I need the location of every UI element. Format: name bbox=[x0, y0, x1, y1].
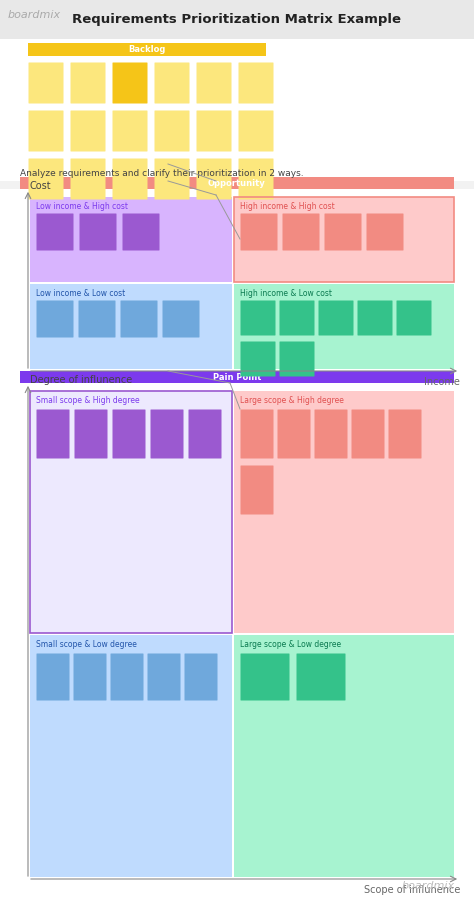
FancyBboxPatch shape bbox=[155, 63, 190, 103]
FancyBboxPatch shape bbox=[325, 213, 362, 251]
FancyBboxPatch shape bbox=[155, 111, 190, 152]
FancyBboxPatch shape bbox=[396, 300, 431, 335]
FancyBboxPatch shape bbox=[240, 213, 277, 251]
FancyBboxPatch shape bbox=[240, 466, 273, 514]
Text: Low income & High cost: Low income & High cost bbox=[36, 202, 128, 211]
FancyBboxPatch shape bbox=[163, 300, 200, 337]
FancyBboxPatch shape bbox=[112, 158, 147, 200]
Bar bbox=[0, 383, 474, 899]
Text: Backlog: Backlog bbox=[128, 45, 166, 54]
FancyBboxPatch shape bbox=[147, 654, 181, 700]
FancyBboxPatch shape bbox=[151, 410, 183, 458]
FancyBboxPatch shape bbox=[79, 300, 116, 337]
FancyBboxPatch shape bbox=[74, 410, 108, 458]
FancyBboxPatch shape bbox=[315, 410, 347, 458]
Bar bbox=[30, 391, 232, 633]
FancyBboxPatch shape bbox=[238, 63, 273, 103]
Bar bbox=[234, 391, 454, 633]
FancyBboxPatch shape bbox=[28, 63, 64, 103]
Bar bbox=[0, 189, 474, 379]
FancyBboxPatch shape bbox=[155, 158, 190, 200]
FancyBboxPatch shape bbox=[389, 410, 421, 458]
FancyBboxPatch shape bbox=[319, 300, 354, 335]
Text: Low income & Low cost: Low income & Low cost bbox=[36, 289, 125, 298]
FancyBboxPatch shape bbox=[112, 410, 146, 458]
FancyBboxPatch shape bbox=[28, 111, 64, 152]
Bar bbox=[30, 391, 232, 633]
FancyBboxPatch shape bbox=[280, 300, 315, 335]
Text: Large scope & Low degree: Large scope & Low degree bbox=[240, 640, 341, 649]
Bar bbox=[30, 284, 232, 369]
Bar bbox=[30, 635, 232, 877]
FancyBboxPatch shape bbox=[277, 410, 310, 458]
FancyBboxPatch shape bbox=[71, 158, 106, 200]
Text: Income: Income bbox=[424, 377, 460, 387]
Text: Requirements Prioritization Matrix Example: Requirements Prioritization Matrix Examp… bbox=[73, 13, 401, 26]
FancyBboxPatch shape bbox=[122, 213, 159, 251]
FancyBboxPatch shape bbox=[238, 111, 273, 152]
FancyBboxPatch shape bbox=[36, 410, 70, 458]
Text: boardmix: boardmix bbox=[402, 881, 455, 891]
Bar bbox=[0, 0, 474, 39]
Bar bbox=[0, 374, 474, 384]
FancyBboxPatch shape bbox=[240, 654, 290, 700]
FancyBboxPatch shape bbox=[240, 300, 275, 335]
FancyBboxPatch shape bbox=[238, 158, 273, 200]
Text: Small scope & High degree: Small scope & High degree bbox=[36, 396, 140, 405]
Text: Pain Point: Pain Point bbox=[213, 372, 261, 381]
FancyBboxPatch shape bbox=[283, 213, 319, 251]
Text: Opportunity: Opportunity bbox=[208, 179, 266, 188]
FancyBboxPatch shape bbox=[112, 63, 147, 103]
Bar bbox=[234, 197, 454, 282]
Text: High income & High cost: High income & High cost bbox=[240, 202, 335, 211]
FancyBboxPatch shape bbox=[120, 300, 157, 337]
Bar bbox=[20, 177, 454, 189]
FancyBboxPatch shape bbox=[352, 410, 384, 458]
FancyBboxPatch shape bbox=[280, 342, 315, 377]
Text: boardmix: boardmix bbox=[8, 10, 61, 20]
Bar bbox=[30, 197, 232, 282]
FancyBboxPatch shape bbox=[71, 63, 106, 103]
FancyBboxPatch shape bbox=[36, 654, 70, 700]
Text: Large scope & High degree: Large scope & High degree bbox=[240, 396, 344, 405]
FancyBboxPatch shape bbox=[36, 300, 73, 337]
Bar bbox=[0, 39, 474, 181]
FancyBboxPatch shape bbox=[197, 63, 231, 103]
FancyBboxPatch shape bbox=[184, 654, 218, 700]
FancyBboxPatch shape bbox=[28, 158, 64, 200]
Text: Cost: Cost bbox=[30, 181, 52, 191]
Text: Degree of influnence: Degree of influnence bbox=[30, 375, 132, 385]
FancyBboxPatch shape bbox=[366, 213, 403, 251]
FancyBboxPatch shape bbox=[110, 654, 144, 700]
Bar bbox=[20, 371, 454, 383]
Bar bbox=[234, 635, 454, 877]
Text: High income & Low cost: High income & Low cost bbox=[240, 289, 332, 298]
Bar bbox=[234, 197, 454, 282]
FancyBboxPatch shape bbox=[189, 410, 221, 458]
FancyBboxPatch shape bbox=[71, 111, 106, 152]
FancyBboxPatch shape bbox=[297, 654, 346, 700]
Bar bbox=[28, 43, 266, 56]
FancyBboxPatch shape bbox=[73, 654, 107, 700]
FancyBboxPatch shape bbox=[36, 213, 73, 251]
Text: Small scope & Low degree: Small scope & Low degree bbox=[36, 640, 137, 649]
Text: Scope of influnence: Scope of influnence bbox=[364, 885, 460, 895]
FancyBboxPatch shape bbox=[112, 111, 147, 152]
FancyBboxPatch shape bbox=[240, 342, 275, 377]
Bar bbox=[234, 284, 454, 369]
FancyBboxPatch shape bbox=[197, 158, 231, 200]
FancyBboxPatch shape bbox=[80, 213, 117, 251]
FancyBboxPatch shape bbox=[357, 300, 392, 335]
FancyBboxPatch shape bbox=[197, 111, 231, 152]
FancyBboxPatch shape bbox=[240, 410, 273, 458]
Text: Analyze requirements and clarify their prioritization in 2 ways.: Analyze requirements and clarify their p… bbox=[20, 168, 304, 177]
